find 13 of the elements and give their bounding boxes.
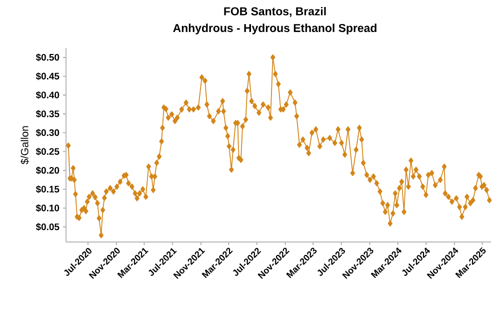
y-tick-label: $0.30 xyxy=(36,128,60,137)
y-tick-label: $0.40 xyxy=(36,91,60,99)
chart-title: FOB Santos, Brazil xyxy=(224,6,326,18)
y-tick-label: $0.15 xyxy=(36,185,60,194)
y-tick-label: $0.35 xyxy=(36,110,60,118)
y-axis-title: $/Gallon xyxy=(20,126,29,164)
y-tick-label: $0.05 xyxy=(36,223,60,231)
y-tick-label: $0.50 xyxy=(36,54,60,62)
y-tick-label: $0.25 xyxy=(36,148,60,156)
chart-subtitle: Anhydrous - Hydrous Ethanol Spread xyxy=(173,24,376,34)
y-tick-label: $0.10 xyxy=(36,204,60,212)
y-tick-label: $0.45 xyxy=(36,72,60,80)
y-tick-label: $0.20 xyxy=(36,166,60,174)
